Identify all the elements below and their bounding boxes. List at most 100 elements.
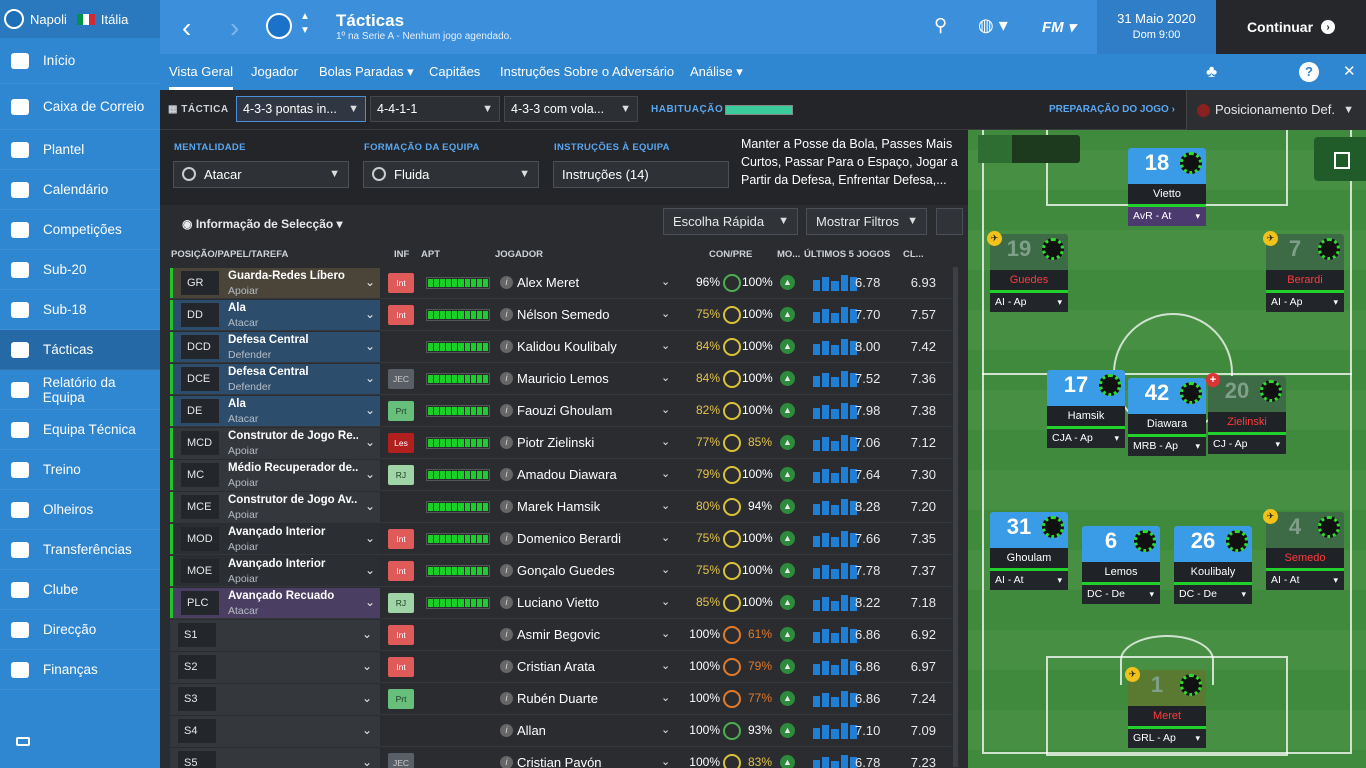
player-card[interactable]: 42 Diawara MRB - Ap: [1128, 378, 1206, 460]
updown-icon[interactable]: ▲ ▼: [300, 11, 310, 36]
chevron-down-icon[interactable]: ⌄: [365, 275, 376, 289]
sidebar-item-in-cio[interactable]: Início: [0, 38, 160, 84]
col-con-pre[interactable]: CON/PRE: [709, 249, 753, 260]
chevron-down-icon[interactable]: ⌄: [365, 435, 376, 449]
table-row[interactable]: GR Guarda-Redes Líbero Apoiar ⌄ Int i Alex Mer…: [170, 267, 956, 299]
chevron-down-icon[interactable]: ⌄: [362, 755, 373, 768]
sidebar-item-sub-18[interactable]: Sub-18: [0, 290, 160, 330]
chevron-down-icon[interactable]: ⌄: [365, 371, 376, 385]
player-name[interactable]: Kalidou Koulibaly: [517, 339, 617, 354]
chevron-down-icon[interactable]: ⌄: [661, 468, 671, 480]
table-row[interactable]: S3 ⌄ Prt i Rubén Duarte ⌄ 100% 77% ▲ 6.86 7.24: [170, 683, 956, 715]
sidebar-item-transfer-ncias[interactable]: Transferências: [0, 530, 160, 570]
card-role-select[interactable]: CJA - Ap: [1047, 429, 1125, 448]
sidebar-item-t-cticas[interactable]: Tácticas: [0, 330, 160, 370]
chevron-down-icon[interactable]: ⌄: [661, 500, 671, 512]
pitch-view-toggle[interactable]: [978, 135, 1080, 163]
chevron-down-icon[interactable]: ⌄: [661, 692, 671, 704]
sidebar-item-olheiros[interactable]: Olheiros: [0, 490, 160, 530]
card-role-select[interactable]: DC - De: [1174, 585, 1252, 604]
position-cell[interactable]: S4 ⌄: [170, 716, 380, 746]
card-role-select[interactable]: AvR - At: [1128, 207, 1206, 226]
club-badge-icon[interactable]: [266, 13, 292, 39]
close-icon[interactable]: ✕: [1343, 63, 1356, 80]
chevron-down-icon[interactable]: ⌄: [365, 403, 376, 417]
player-card[interactable]: 6 Lemos DC - De: [1082, 526, 1160, 608]
chevron-down-icon[interactable]: ⌄: [661, 276, 671, 288]
lock-icon[interactable]: [936, 208, 963, 235]
chevron-down-icon[interactable]: ⌄: [661, 372, 671, 384]
card-role-select[interactable]: MRB - Ap: [1128, 437, 1206, 456]
player-name[interactable]: Asmir Begovic: [517, 627, 601, 642]
player-card[interactable]: 17 Hamsik CJA - Ap: [1047, 370, 1125, 452]
table-row[interactable]: S1 ⌄ Int i Asmir Begovic ⌄ 100% 61% ▲ 6.86 6.92: [170, 619, 956, 651]
player-name[interactable]: Allan: [517, 723, 546, 738]
chevron-down-icon[interactable]: ⌄: [661, 756, 671, 768]
position-cell[interactable]: S3 ⌄: [170, 684, 380, 714]
forward-arrow-icon[interactable]: ›: [230, 12, 240, 43]
player-info-icon[interactable]: i: [500, 628, 513, 641]
tab-bolas-paradas[interactable]: Bolas Paradas ▾: [319, 64, 414, 79]
sidebar-item-equipa-t-cnica[interactable]: Equipa Técnica: [0, 410, 160, 450]
table-row[interactable]: MOE Avançado Interior Apoiar ⌄ Int i Gonçalo G…: [170, 555, 956, 587]
card-role-select[interactable]: AI - Ap: [990, 293, 1068, 312]
sidebar-item-direc-o[interactable]: Direcção: [0, 610, 160, 650]
globe-icon[interactable]: ◍ ▾: [978, 15, 1008, 35]
col-last5[interactable]: ÚLTIMOS 5 JOGOS: [804, 249, 891, 260]
tactic-slot-3[interactable]: 4-3-3 com vola... ▼: [504, 96, 638, 122]
chevron-down-icon[interactable]: ⌄: [365, 307, 376, 321]
sidebar-item-finan-as[interactable]: Finanças: [0, 650, 160, 690]
card-role-select[interactable]: AI - At: [1266, 571, 1344, 590]
club-selector[interactable]: Napoli Itália: [0, 0, 160, 38]
col-apt[interactable]: APT: [421, 249, 440, 260]
table-row[interactable]: PLC Avançado Recuado Atacar ⌄ RJ i Luciano Vie…: [170, 587, 956, 619]
col-player[interactable]: JOGADOR: [495, 249, 544, 260]
expand-panel-icon[interactable]: [1314, 137, 1366, 181]
player-info-icon[interactable]: i: [500, 756, 513, 768]
table-row[interactable]: MCD Construtor de Jogo Re... Apoiar ⌄ Les i Pi…: [170, 427, 956, 459]
col-inf[interactable]: INF: [394, 249, 410, 260]
show-filters-button[interactable]: Mostrar Filtros ▼: [806, 208, 927, 235]
table-row[interactable]: MCE Construtor de Jogo Av... Apoiar ⌄ i Marek…: [170, 491, 956, 523]
player-info-icon[interactable]: i: [500, 532, 513, 545]
table-row[interactable]: S5 ⌄ JEC i Cristian Pavón ⌄ 100% 83% ▲ 6.78 7.23: [170, 747, 956, 768]
help-icon[interactable]: ?: [1299, 62, 1319, 82]
card-role-select[interactable]: AI - Ap: [1266, 293, 1344, 312]
chevron-down-icon[interactable]: ⌄: [661, 340, 671, 352]
tab-analise[interactable]: Análise ▾: [690, 64, 743, 79]
player-card[interactable]: 26 Koulibaly DC - De: [1174, 526, 1252, 608]
tab-capitaes[interactable]: Capitães: [429, 64, 481, 79]
player-info-icon[interactable]: i: [500, 340, 513, 353]
table-row[interactable]: DCE Defesa Central Defender ⌄ JEC i Mauricio L…: [170, 363, 956, 395]
sidebar-item-relat-rio-da-equipa[interactable]: Relatório da Equipa: [0, 370, 160, 410]
player-name[interactable]: Marek Hamsik: [517, 499, 601, 514]
table-row[interactable]: MC Médio Recuperador de... Apoiar ⌄ RJ i Amado…: [170, 459, 956, 491]
chevron-down-icon[interactable]: ⌄: [362, 627, 373, 641]
col-position[interactable]: POSIÇÃO/PAPEL/TAREFA: [171, 249, 289, 260]
player-info-icon[interactable]: i: [500, 500, 513, 513]
table-row[interactable]: DE Ala Atacar ⌄ Prt i Faouzi Ghoulam ⌄ 82% 100% ▲ 7…: [170, 395, 956, 427]
position-cell[interactable]: PLC Avançado Recuado Atacar ⌄: [170, 588, 380, 618]
continue-button[interactable]: Continuar ›: [1216, 0, 1366, 54]
player-card[interactable]: 1 ✈ Meret GRL - Ap: [1125, 667, 1206, 752]
sidebar-item-competi-es[interactable]: Competições: [0, 210, 160, 250]
fm-menu-button[interactable]: FM ▾: [1042, 19, 1076, 36]
scrollbar[interactable]: [953, 267, 958, 767]
chevron-down-icon[interactable]: ⌄: [365, 339, 376, 353]
quick-pick-button[interactable]: Escolha Rápida ▼: [663, 208, 798, 235]
chevron-down-icon[interactable]: ⌄: [661, 724, 671, 736]
mentality-select[interactable]: Atacar ▼: [173, 161, 349, 188]
table-row[interactable]: MOD Avançado Interior Apoiar ⌄ Int i Domenico …: [170, 523, 956, 555]
player-card[interactable]: 31 Ghoulam AI - At: [990, 512, 1068, 594]
sidebar-item-caixa-de-correio[interactable]: Caixa de Correio: [0, 84, 160, 130]
chevron-down-icon[interactable]: ⌄: [365, 563, 376, 577]
sidebar-item-clube[interactable]: Clube: [0, 570, 160, 610]
chevron-down-icon[interactable]: ⌄: [661, 436, 671, 448]
chevron-down-icon[interactable]: ⌄: [365, 595, 376, 609]
card-role-select[interactable]: CJ - Ap: [1208, 435, 1286, 454]
col-morale[interactable]: MO...: [777, 249, 801, 260]
position-cell[interactable]: DCD Defesa Central Defender ⌄: [170, 332, 380, 362]
player-card[interactable]: 20 + Zielinski CJ - Ap: [1206, 373, 1286, 458]
player-info-icon[interactable]: i: [500, 372, 513, 385]
player-info-icon[interactable]: i: [500, 468, 513, 481]
